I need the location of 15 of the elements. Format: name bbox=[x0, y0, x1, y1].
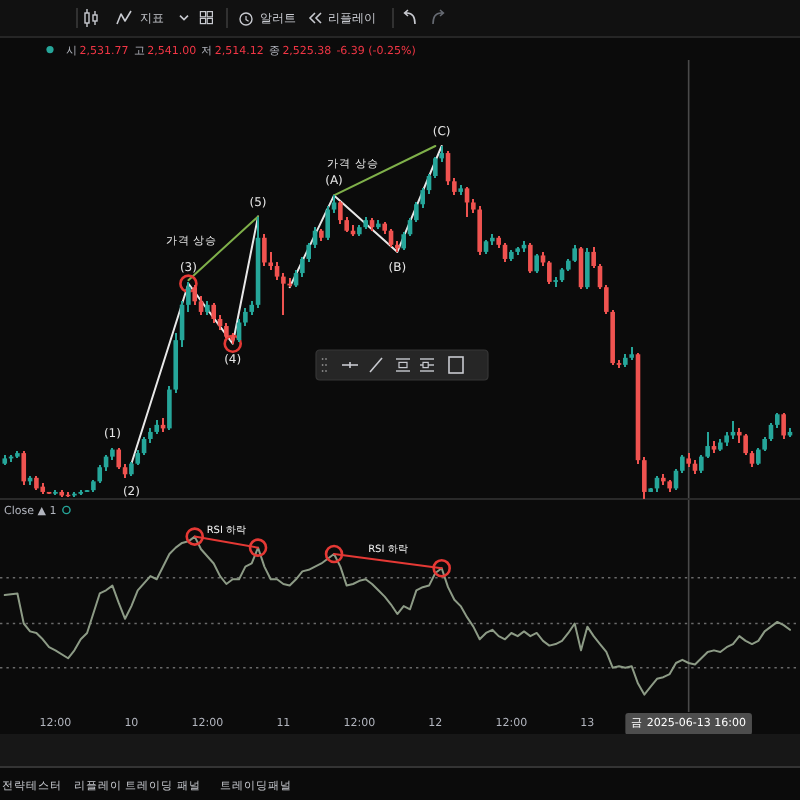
candlestick bbox=[585, 247, 590, 290]
point bbox=[248, 538, 268, 557]
candlestick bbox=[477, 205, 482, 257]
candlestick bbox=[528, 242, 533, 275]
point bbox=[432, 558, 451, 578]
candlestick bbox=[262, 233, 267, 268]
candlestick bbox=[211, 302, 217, 324]
candlestick bbox=[116, 446, 122, 470]
candlestick bbox=[534, 252, 539, 275]
point bbox=[185, 527, 205, 546]
point bbox=[324, 544, 344, 564]
candlestick bbox=[781, 411, 786, 440]
candlestick bbox=[338, 199, 343, 225]
candlestick bbox=[21, 450, 27, 486]
candlestick bbox=[547, 259, 552, 285]
